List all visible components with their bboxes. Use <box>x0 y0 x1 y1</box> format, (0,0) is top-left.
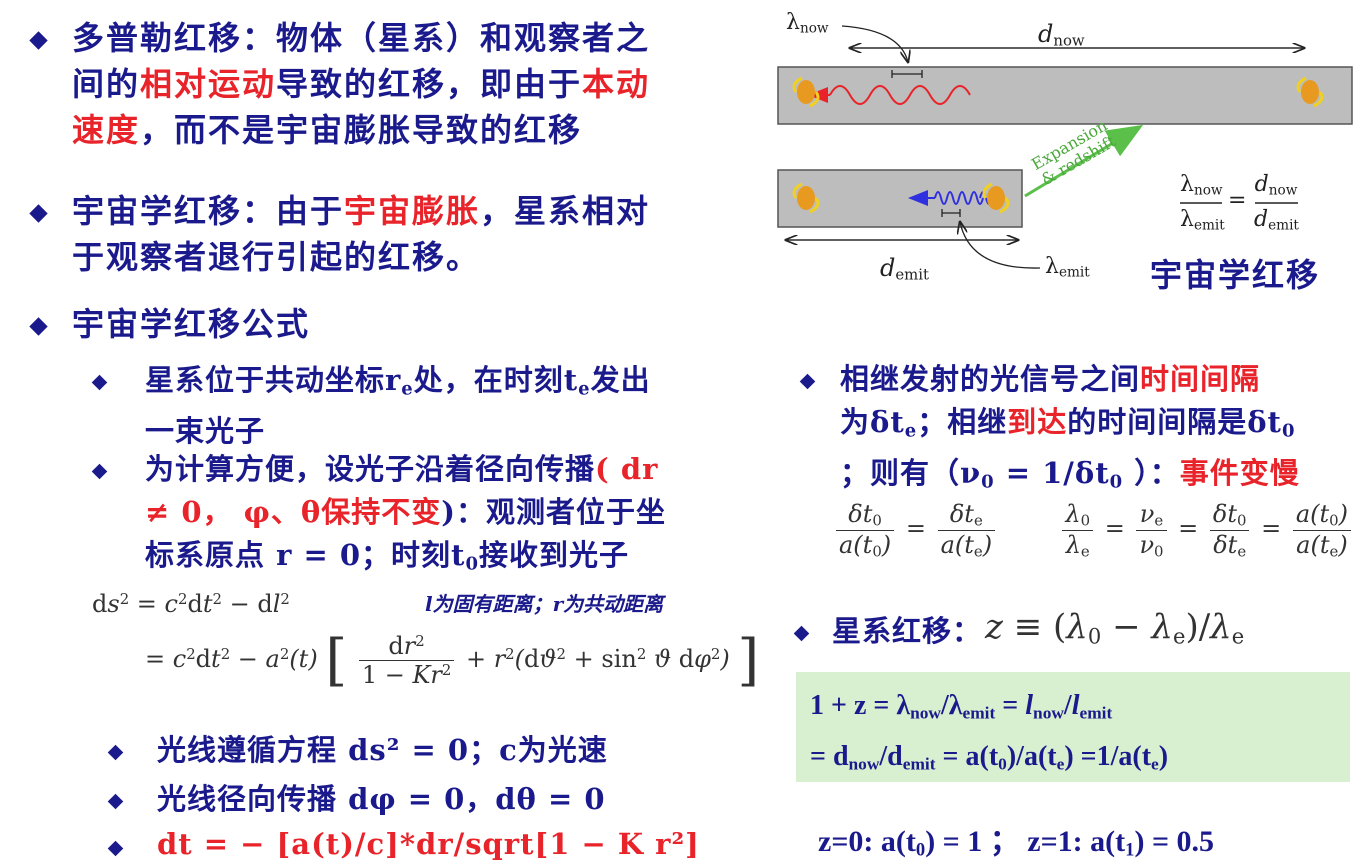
redshift-summary-box <box>796 672 1350 782</box>
sub-bullet-4 <box>107 793 124 810</box>
d-emit-label: demit <box>880 254 930 284</box>
bullet-1 <box>29 31 48 50</box>
right-bullet-2 <box>793 625 810 642</box>
sub-radial: 为计算方便，设光子沿着径向传播( dr ≠ 0， φ、θ保持不变)：观测者位于坐… <box>145 452 666 575</box>
sub-bullet-2 <box>91 463 108 480</box>
d-now-label: dnow <box>1038 20 1085 50</box>
galaxy-redshift-label: 星系红移： <box>832 614 983 648</box>
galaxy-icon <box>792 76 820 108</box>
diagram-caption: 宇宙学红移 <box>1150 256 1321 294</box>
right-bullet-1 <box>799 373 816 390</box>
galaxy-icon <box>792 182 820 214</box>
bullet-cosmological: 宇宙学红移：由于宇宙膨胀，星系相对 于观察者退行引起的红移。 <box>72 188 752 280</box>
red-wave <box>829 85 971 105</box>
bullet-formula-heading: 宇宙学红移公式 <box>72 305 311 343</box>
galaxy-icon <box>982 182 1010 214</box>
redshift-diagram <box>777 25 1353 269</box>
cosmo-line-1: 宇宙学红移：由于宇宙膨胀，星系相对 <box>72 192 651 230</box>
bullet-2 <box>29 204 48 223</box>
bullet-doppler: 多普勒红移：物体（星系）和观察者之 间的相对运动导致的红移，即由于本动 速度，而… <box>72 15 752 153</box>
time-dilation-text: 相继发射的光信号之间时间间隔 为δte；相继到达的时间间隔是δt0 ；则有（ν0… <box>840 362 1300 493</box>
doppler-line-1: 多普勒红移：物体（星系）和观察者之 <box>72 19 651 57</box>
sub-null-geodesic: 光线遵循方程 ds² = 0；c为光速 <box>157 733 608 767</box>
lambda-emit-label: λemit <box>1045 254 1090 281</box>
expansion-arrow <box>1024 124 1144 198</box>
metric-equation-line-1: ds2 = c2dt2 − dl2 <box>92 590 290 619</box>
sub-bullet-3 <box>107 744 124 761</box>
redshift-summary-text: 1 + z = λnow/λemit = lnow/lemit = dnow/d… <box>810 690 1169 774</box>
doppler-line-2: 间的相对运动导致的红移，即由于本动 <box>72 65 651 103</box>
galaxy-icon <box>1296 76 1324 108</box>
bullet-3 <box>29 317 48 336</box>
redshift-definition: z ≡ (λ0 − λe)/λe <box>985 607 1245 649</box>
sub-dt-formula: dt = − [a(t)/c]*dr/sqrt[1 − K r²] <box>157 827 700 861</box>
scale-factor-examples: z=0: a(t0) = 1 ； z=1: a(t1) = 0.5 <box>818 825 1215 861</box>
metric-note: l为固有距离；r为共动距离 <box>425 592 664 616</box>
metric-equation-line-2: = c2dt2 − a2(t) [ dr2 1 − Kr2 + r2(dϑ2 + … <box>145 628 760 693</box>
sub-bullet-5 <box>107 840 124 857</box>
time-ratio-equation: δt0 a(t0) = δte a(te) λ0 λe = νe ν0 = δt0 δte… <box>832 500 1355 560</box>
sub-comoving: 星系位于共动坐标re处，在时刻te发出 一束光子 <box>145 363 651 449</box>
lambda-now-label: λnow <box>786 10 829 37</box>
sub-radial-propagation: 光线径向传播 dφ = 0，dθ = 0 <box>157 782 606 816</box>
cosmo-line-2: 于观察者退行引起的红移。 <box>72 238 481 276</box>
bar-now <box>777 66 1353 125</box>
bar-emit <box>777 169 1023 228</box>
sub-bullet-1 <box>91 374 108 391</box>
doppler-line-3: 速度，而不是宇宙膨胀导致的红移 <box>72 111 583 149</box>
